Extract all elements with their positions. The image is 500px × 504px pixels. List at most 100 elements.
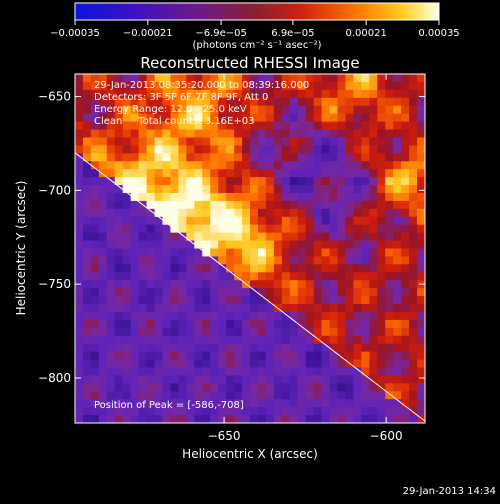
heatmap-cell: [130, 105, 140, 115]
heatmap-cell: [242, 200, 251, 210]
heatmap-cell: [138, 319, 148, 329]
heatmap-cell: [329, 121, 339, 131]
heatmap-cell: [98, 351, 108, 361]
heatmap-cell: [186, 399, 195, 408]
heatmap-cell: [393, 216, 402, 226]
heatmap-cell: [257, 288, 267, 297]
heatmap-cell: [90, 359, 100, 369]
heatmap-cell: [361, 200, 370, 210]
heatmap-cell: [361, 272, 370, 281]
heatmap-cell: [106, 383, 116, 392]
heatmap-cell: [297, 224, 307, 234]
heatmap-cell: [98, 208, 108, 218]
heatmap-cell: [218, 399, 227, 408]
heatmap-cell: [210, 113, 219, 123]
heatmap-cell: [265, 240, 275, 250]
heatmap-cell: [329, 375, 339, 384]
heatmap-cell: [242, 216, 251, 226]
heatmap-cell: [98, 296, 108, 305]
heatmap-cell: [257, 256, 267, 265]
heatmap-cell: [385, 256, 394, 265]
heatmap-cell: [257, 97, 267, 107]
heatmap-cell: [210, 383, 219, 392]
heatmap-cell: [178, 288, 187, 297]
heatmap-cell: [98, 145, 108, 154]
heatmap-cell: [417, 327, 425, 337]
heatmap-cell: [265, 415, 275, 423]
heatmap-cell: [393, 224, 402, 234]
heatmap-cell: [98, 288, 108, 297]
heatmap-cell: [409, 296, 418, 305]
heatmap-cell: [250, 208, 259, 218]
heatmap-cell: [194, 256, 203, 265]
heatmap-cell: [297, 240, 307, 250]
heatmap-cell: [162, 256, 172, 265]
heatmap-cell: [210, 74, 219, 83]
heatmap-cell: [162, 375, 172, 384]
heatmap-cell: [257, 383, 267, 392]
heatmap-cell: [305, 240, 315, 250]
heatmap-cell: [234, 407, 243, 416]
heatmap-cell: [257, 145, 267, 154]
heatmap-cell: [170, 161, 179, 170]
heatmap-cell: [409, 113, 418, 123]
heatmap-cell: [75, 319, 84, 329]
heatmap-cell: [377, 391, 386, 400]
heatmap-cell: [297, 391, 307, 400]
heatmap-cell: [281, 367, 291, 377]
heatmap-cell: [154, 216, 164, 226]
heatmap-cell: [218, 216, 227, 226]
heatmap-cell: [234, 327, 243, 337]
heatmap-cell: [409, 200, 418, 210]
heatmap-cell: [361, 74, 370, 83]
heatmap-cell: [162, 153, 172, 162]
heatmap-cell: [345, 407, 354, 416]
heatmap-cell: [138, 304, 148, 313]
heatmap-cell: [337, 327, 347, 337]
heatmap-cell: [226, 375, 235, 384]
heatmap-cell: [98, 89, 108, 99]
heatmap-cell: [377, 311, 386, 321]
heatmap-cell: [401, 208, 410, 218]
heatmap-cell: [170, 264, 179, 273]
heatmap-cell: [377, 327, 386, 337]
heatmap-cell: [377, 375, 386, 384]
heatmap-cell: [130, 343, 140, 353]
heatmap-cell: [122, 161, 132, 170]
heatmap-cell: [82, 216, 92, 226]
heatmap-cell: [146, 383, 156, 392]
heatmap-cell: [353, 113, 362, 123]
heatmap-cell: [305, 272, 315, 281]
heatmap-cell: [281, 161, 291, 170]
heatmap-cell: [170, 367, 179, 377]
heatmap-cell: [281, 343, 291, 353]
heatmap-cell: [226, 415, 235, 423]
heatmap-cell: [393, 153, 402, 162]
heatmap-cell: [146, 367, 156, 377]
heatmap-cell: [138, 391, 148, 400]
heatmap-cell: [409, 74, 418, 83]
heatmap-cell: [154, 153, 164, 162]
heatmap-cell: [401, 113, 410, 123]
heatmap-cell: [257, 216, 267, 226]
heatmap-cell: [305, 121, 315, 131]
heatmap-cell: [75, 248, 84, 258]
heatmap-cell: [122, 153, 132, 162]
heatmap-cell: [162, 367, 172, 377]
heatmap-cell: [409, 177, 418, 186]
heatmap-cell: [329, 137, 339, 146]
heatmap-cell: [329, 256, 339, 265]
heatmap-cell: [321, 161, 331, 170]
heatmap-cell: [186, 383, 195, 392]
heatmap-cell: [186, 232, 195, 242]
heatmap-cell: [138, 375, 148, 384]
heatmap-cell: [98, 74, 108, 83]
heatmap-cell: [210, 311, 219, 321]
heatmap-cell: [345, 74, 354, 83]
heatmap-cell: [226, 256, 235, 265]
heatmap-cell: [202, 327, 211, 337]
heatmap-cell: [218, 272, 227, 281]
heatmap-cell: [265, 367, 275, 377]
heatmap-cell: [75, 145, 84, 154]
heatmap-cell: [162, 185, 172, 194]
